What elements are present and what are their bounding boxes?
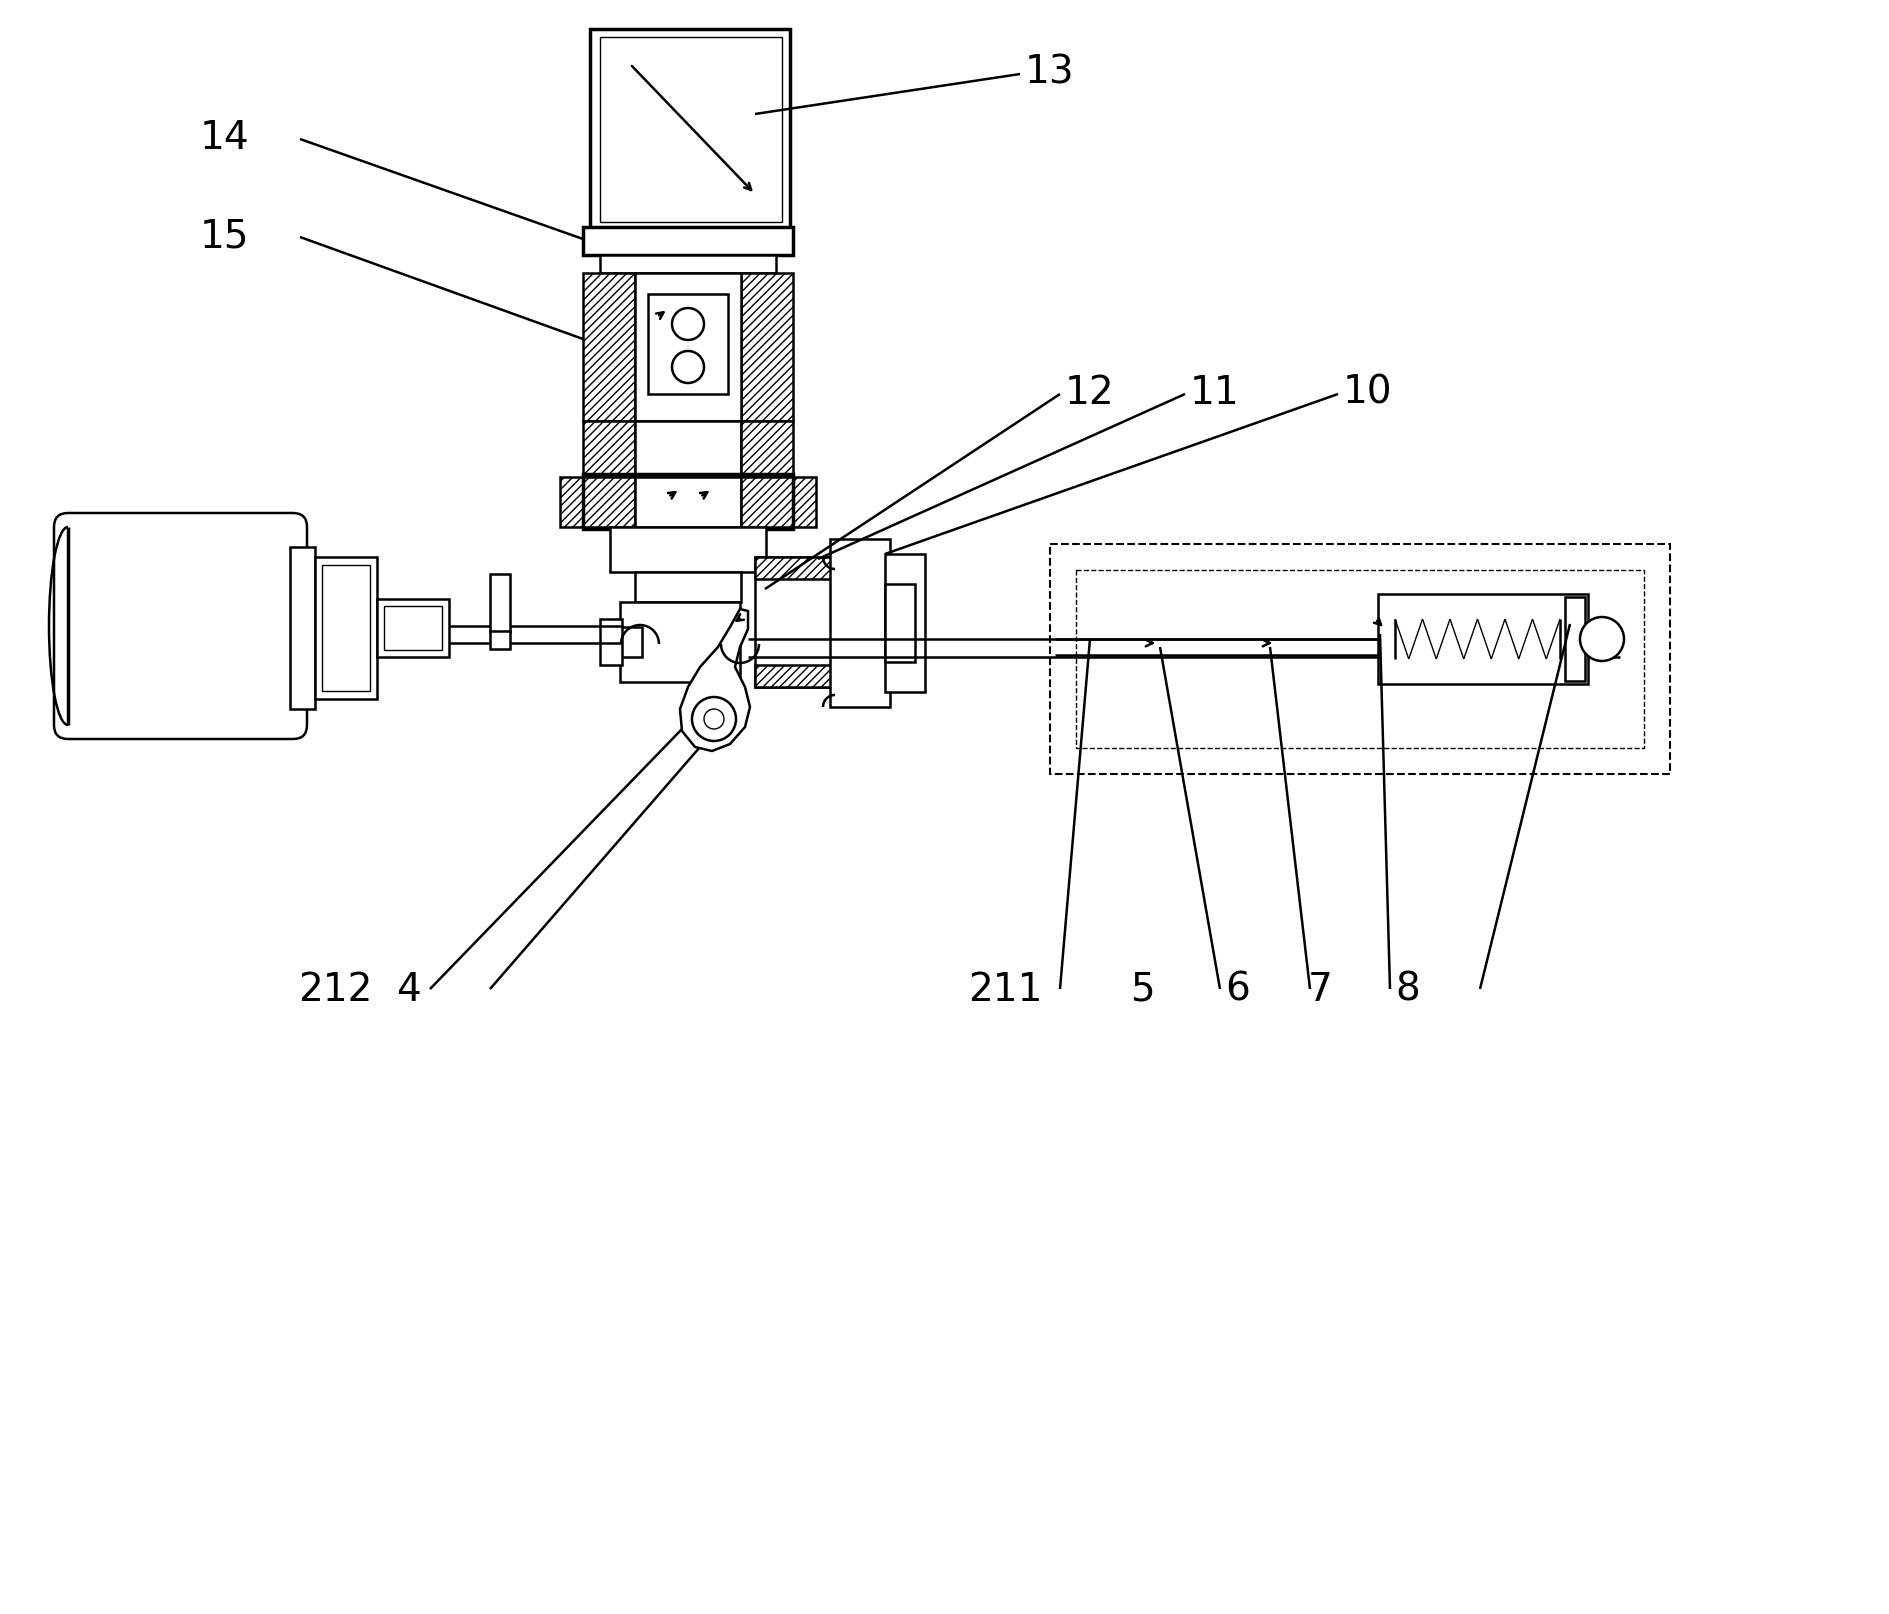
Bar bbox=[559, 478, 635, 528]
Text: 5: 5 bbox=[1130, 970, 1154, 1009]
Text: 11: 11 bbox=[1190, 374, 1239, 412]
Bar bbox=[1377, 594, 1587, 684]
Bar bbox=[740, 421, 793, 478]
Text: 8: 8 bbox=[1394, 970, 1419, 1009]
Circle shape bbox=[691, 697, 735, 741]
Bar bbox=[620, 628, 642, 657]
Bar bbox=[635, 421, 740, 478]
Bar bbox=[635, 478, 740, 528]
Bar bbox=[620, 602, 740, 683]
Bar bbox=[1050, 544, 1670, 775]
Polygon shape bbox=[680, 610, 750, 752]
Text: 7: 7 bbox=[1307, 970, 1332, 1009]
Text: 6: 6 bbox=[1224, 970, 1249, 1009]
Text: 4: 4 bbox=[397, 970, 421, 1009]
Bar bbox=[1075, 571, 1643, 749]
Bar bbox=[589, 31, 790, 229]
Bar bbox=[289, 547, 315, 710]
Bar bbox=[754, 665, 835, 688]
Bar bbox=[610, 528, 765, 573]
Circle shape bbox=[672, 308, 703, 341]
Bar bbox=[829, 539, 890, 707]
Bar bbox=[648, 295, 727, 395]
Bar bbox=[884, 584, 914, 663]
Bar bbox=[635, 274, 740, 421]
Bar bbox=[599, 257, 776, 274]
Bar bbox=[1564, 597, 1585, 681]
Bar bbox=[582, 228, 793, 257]
Bar bbox=[376, 600, 450, 657]
Text: 13: 13 bbox=[1024, 53, 1075, 90]
Bar bbox=[315, 558, 376, 699]
Text: 14: 14 bbox=[200, 119, 249, 157]
Text: 12: 12 bbox=[1064, 374, 1115, 412]
Bar bbox=[383, 607, 442, 650]
Bar bbox=[321, 565, 370, 691]
Text: 15: 15 bbox=[200, 216, 249, 255]
Bar bbox=[582, 475, 793, 529]
Bar bbox=[765, 570, 825, 679]
Bar bbox=[582, 274, 635, 421]
Bar bbox=[599, 39, 782, 223]
Circle shape bbox=[672, 352, 703, 384]
Bar bbox=[582, 421, 635, 478]
Bar bbox=[740, 274, 793, 421]
Bar bbox=[754, 558, 835, 579]
Bar bbox=[884, 555, 924, 692]
Circle shape bbox=[1579, 618, 1623, 662]
FancyBboxPatch shape bbox=[55, 513, 306, 739]
Text: 212: 212 bbox=[298, 970, 372, 1009]
Bar bbox=[754, 558, 835, 688]
Bar bbox=[489, 575, 510, 633]
Bar bbox=[599, 620, 621, 665]
Bar bbox=[740, 478, 816, 528]
Text: 211: 211 bbox=[967, 970, 1043, 1009]
Bar bbox=[489, 631, 510, 649]
Text: 10: 10 bbox=[1343, 374, 1392, 412]
Bar bbox=[635, 573, 740, 602]
